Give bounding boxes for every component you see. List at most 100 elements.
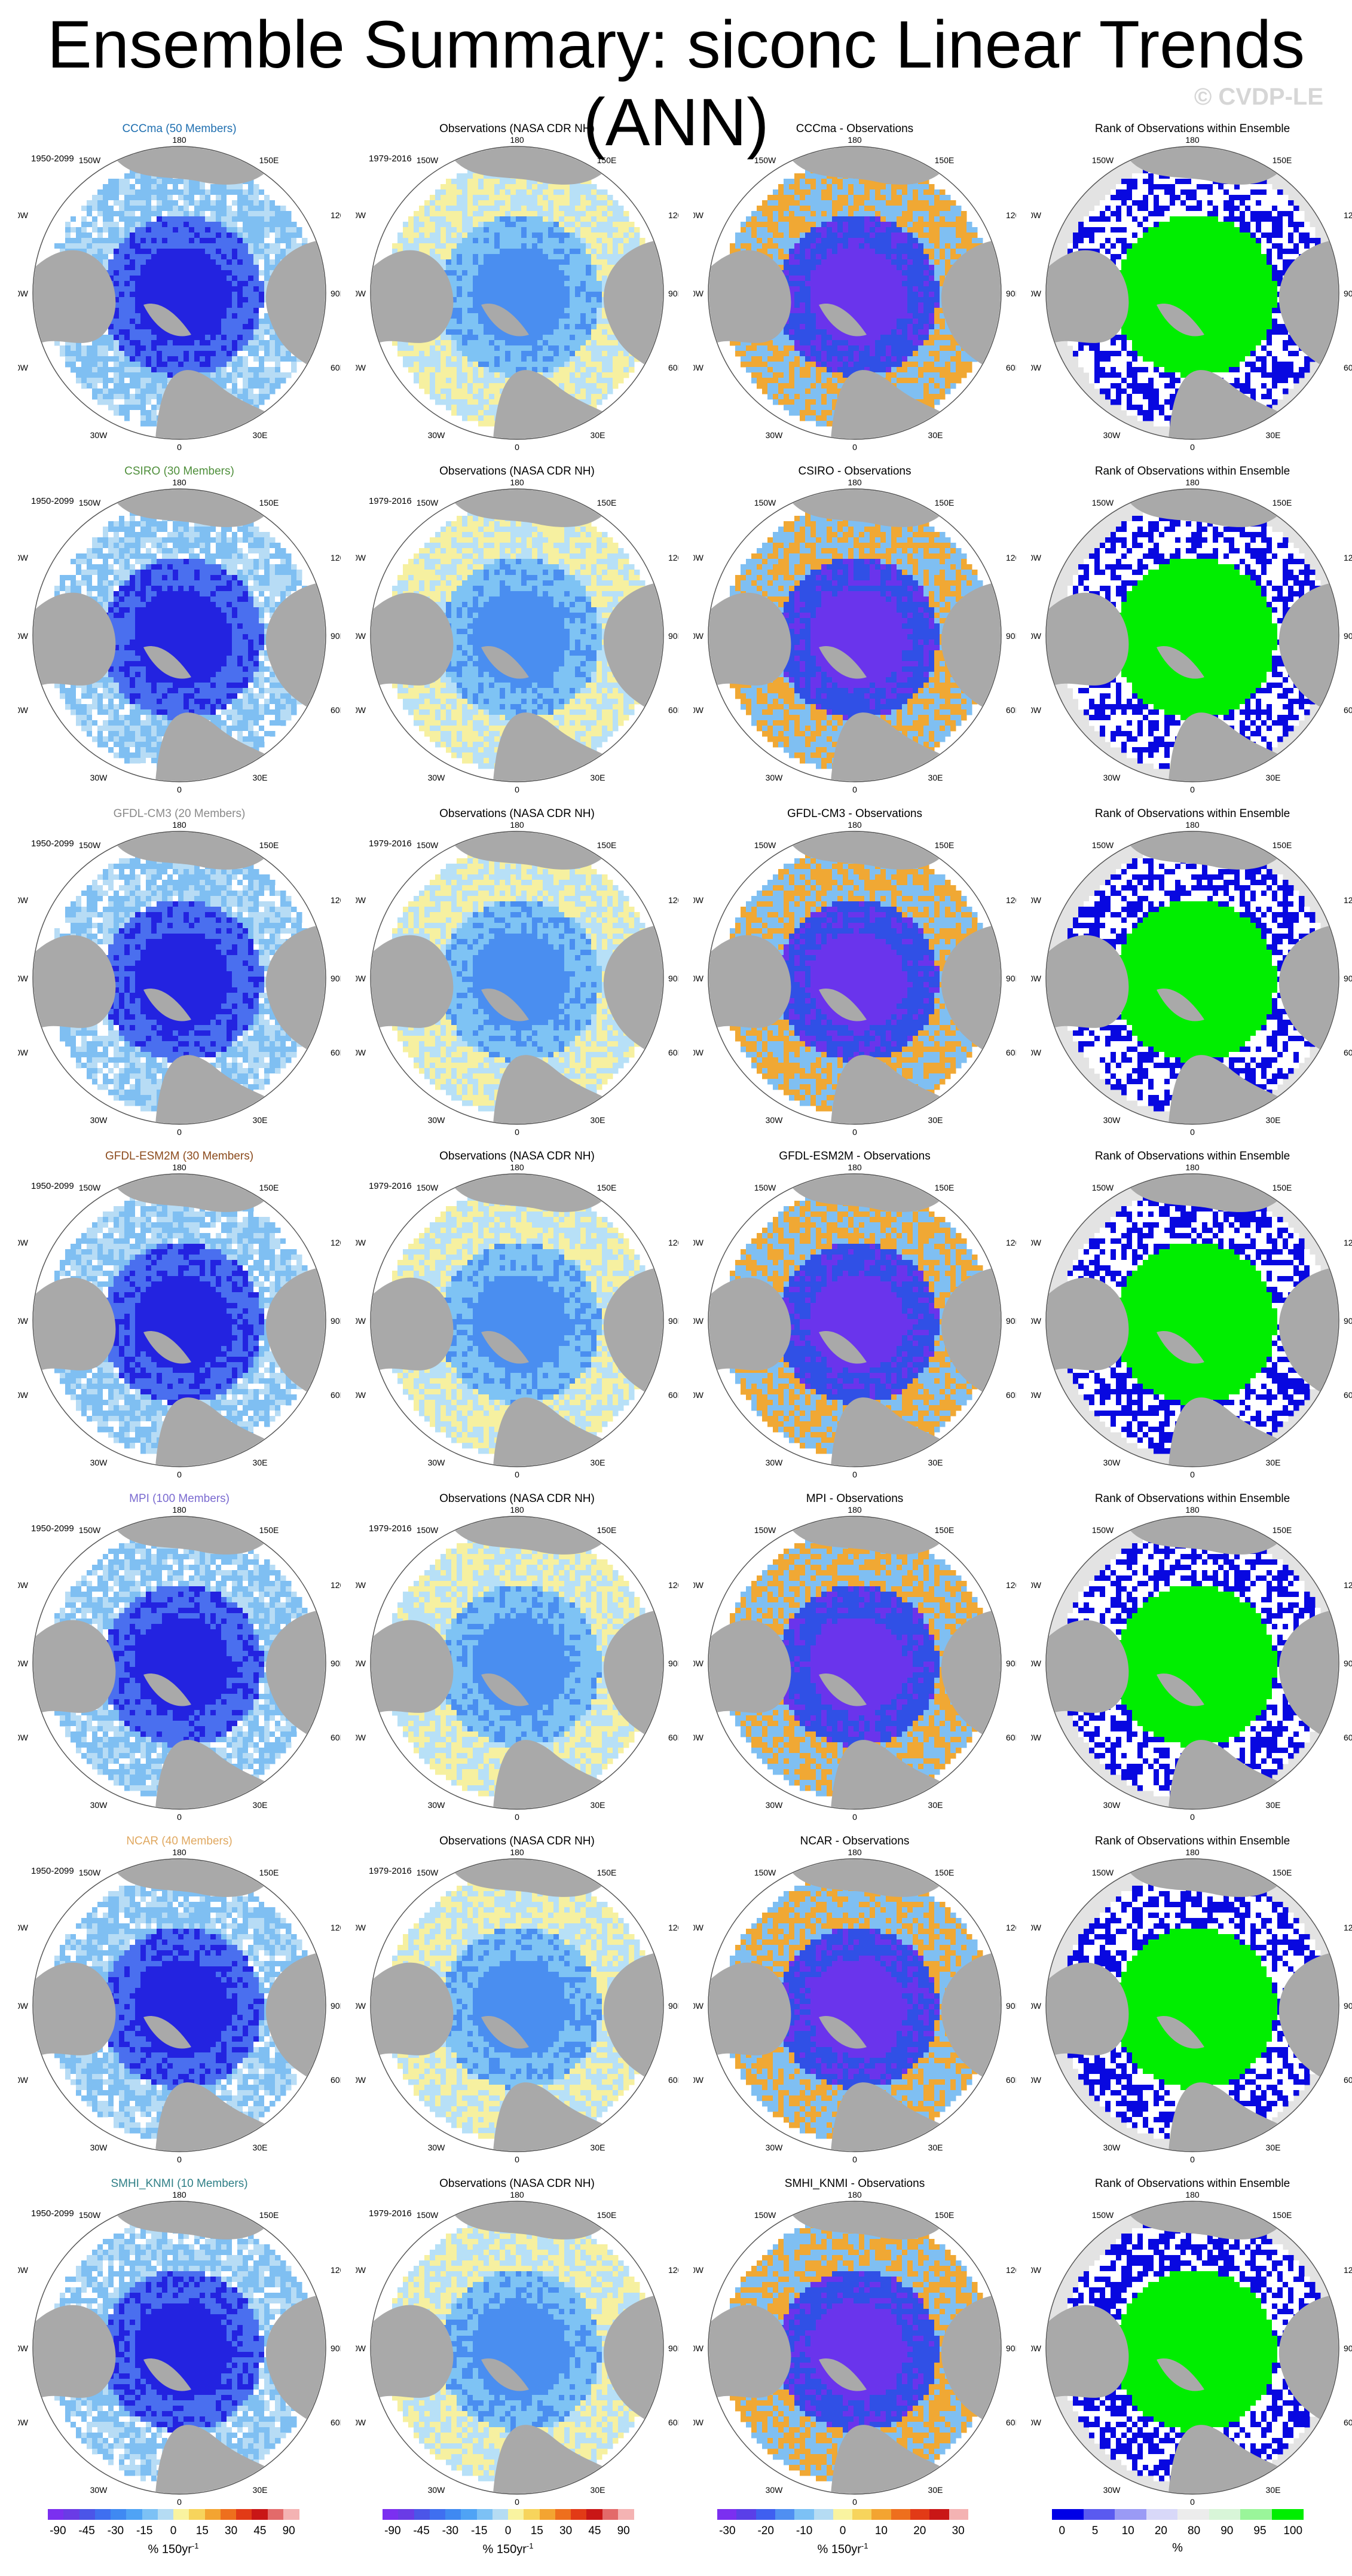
panel-title: NCAR (40 Members) xyxy=(18,1835,341,1848)
page-title: Ensemble Summary: siconc Linear Trends (… xyxy=(0,6,1352,161)
polar-map: 1800150W150E120W120E90W90E60W60E30W30E xyxy=(356,2190,678,2507)
polar-map: 1800150W150E120W120E90W90E60W60E30W30E xyxy=(1031,820,1352,1137)
svg-text:120W: 120W xyxy=(18,210,29,220)
colorbar-swatch xyxy=(1146,2509,1178,2520)
map-panel-rank: Rank of Observations within Ensemble 180 0… xyxy=(1031,1150,1352,1485)
panel-title: CCCma (50 Members) xyxy=(18,123,341,136)
polar-map: 1800150W150E120W120E90W90E60W60E30W30E xyxy=(18,1505,341,1822)
panel-title: CCCma - Observations xyxy=(693,123,1016,136)
colorbar-swatch xyxy=(929,2509,950,2520)
colorbar-swatch xyxy=(461,2509,477,2520)
colorbar-swatch xyxy=(383,2509,399,2520)
svg-text:120W: 120W xyxy=(356,210,366,220)
period-label: 1950-2099 xyxy=(31,496,74,506)
colorbar-tick-label: 95 xyxy=(1253,2525,1266,2538)
svg-text:150E: 150E xyxy=(259,155,279,165)
colorbar-swatch xyxy=(949,2509,969,2520)
map-panel-difference: MPI - Observations1800150W150E120W120E90… xyxy=(693,1492,1016,1827)
map-panel-difference: CSIRO - Observations1800150W150E120W120E… xyxy=(693,465,1016,800)
polar-map: 1800150W150E120W120E90W90E60W60E30W30E xyxy=(693,135,1016,452)
colorbar-tick-label: 100 xyxy=(1283,2525,1302,2538)
map-panel-difference: GFDL-CM3 - Observations1800150W150E120W1… xyxy=(693,807,1016,1142)
map-panel-model: GFDL-CM3 (20 Members) 1950-2099 180 0 150W 15… xyxy=(18,807,341,1142)
svg-text:120E: 120E xyxy=(668,210,678,220)
map-panel-difference: SMHI_KNMI - Observations1800150W150E120W… xyxy=(693,2177,1016,2512)
map-panel-observations: Observations (NASA CDR NH) 1979-2016 180 0 1… xyxy=(356,465,678,800)
period-label: 1979-2016 xyxy=(369,839,412,849)
colorbar-swatch xyxy=(79,2509,96,2520)
panel-title: Observations (NASA CDR NH) xyxy=(356,807,678,821)
map-panel-observations: Observations (NASA CDR NH) 1979-2016 180 0 1… xyxy=(356,1492,678,1827)
colorbar-tick-label: 15 xyxy=(531,2525,543,2538)
panel-title: Rank of Observations within Ensemble xyxy=(1031,2177,1352,2190)
colorbar-swatch xyxy=(1083,2509,1115,2520)
polar-map: 1800150W150E120W120E90W90E60W60E30W30E xyxy=(1031,2190,1352,2507)
colorbar-difference: -30 -20 -10 0 10 20 30 % 150yr-1 xyxy=(717,2509,969,2563)
panel-title: Observations (NASA CDR NH) xyxy=(356,2177,678,2190)
colorbar-swatch xyxy=(871,2509,892,2520)
map-panel-model: NCAR (40 Members) 1950-20991800150W150E12… xyxy=(18,1835,341,2170)
map-panel-observations: Observations (NASA CDR NH) 1979-2016 180 0 1… xyxy=(356,1150,678,1485)
svg-text:30E: 30E xyxy=(591,430,605,440)
panel-title: GFDL-ESM2M (30 Members) xyxy=(18,1150,341,1163)
colorbar-tick-label: 30 xyxy=(559,2525,572,2538)
colorbar-unit-label: % xyxy=(1172,2541,1183,2555)
map-panel-model: GFDL-ESM2M (30 Members) 1950-2099 180 0 150W… xyxy=(18,1150,341,1485)
colorbar-swatch xyxy=(252,2509,268,2520)
panel-title: Rank of Observations within Ensemble xyxy=(1031,1835,1352,1848)
polar-map: 1800150W150E120W120E90W90E60W60E30W30E xyxy=(356,820,678,1137)
colorbar-tick-label: -45 xyxy=(78,2525,94,2538)
colorbar-swatch xyxy=(1240,2509,1272,2520)
colorbar-swatch xyxy=(524,2509,540,2520)
colorbar-tick-label: -10 xyxy=(796,2525,812,2538)
colorbar-trend-model: -90 -45 -30 -15 0 15 30 45 90 % 150yr-1 xyxy=(48,2509,299,2563)
colorbar-tick-label: -30 xyxy=(442,2525,458,2538)
svg-text:30E: 30E xyxy=(253,430,268,440)
polar-map: 1800150W150E120W120E90W90E60W60E30W30E xyxy=(18,478,341,794)
colorbar-tick-label: -15 xyxy=(136,2525,152,2538)
panel-title: GFDL-CM3 - Observations xyxy=(693,807,1016,821)
panel-title: NCAR - Observations xyxy=(693,1835,1016,1848)
polar-map: 1800150W150E120W120E90W90E60W60E30W30E xyxy=(693,2190,1016,2507)
colorbar-swatch xyxy=(1052,2509,1084,2520)
colorbar-swatch xyxy=(717,2509,737,2520)
map-panel-model: CCCma (50 Members)1950-20991800150W150E1… xyxy=(18,123,341,457)
colorbar-tick-label: 30 xyxy=(225,2525,237,2538)
colorbar-swatch xyxy=(189,2509,205,2520)
polar-map: 1800150W150E120W120E90W90E60W60E30W30E xyxy=(356,1847,678,2164)
map-panel-rank: Rank of Observations within Ensemble 180 0… xyxy=(1031,123,1352,457)
colorbar-swatch xyxy=(111,2509,127,2520)
polar-map: 1800150W150E120W120E90W90E60W60E30W30E xyxy=(693,1162,1016,1479)
colorbar-tick-label: 90 xyxy=(283,2525,295,2538)
colorbar-tick-label: -20 xyxy=(757,2525,773,2538)
map-panel-rank: Rank of Observations within Ensemble 180 0… xyxy=(1031,2177,1352,2512)
colorbar-unit-label: % 150yr-1 xyxy=(818,2541,868,2557)
colorbar-tick-label: 45 xyxy=(588,2525,601,2538)
colorbar-swatch xyxy=(220,2509,237,2520)
colorbar-swatch xyxy=(755,2509,776,2520)
map-panel-model: SMHI_KNMI (10 Members) 1950-2099 180 0 150W 1… xyxy=(18,2177,341,2512)
svg-text:180: 180 xyxy=(172,135,186,145)
colorbar-swatch xyxy=(571,2509,587,2520)
colorbar-swatch xyxy=(1115,2509,1146,2520)
panel-title: Observations (NASA CDR NH) xyxy=(356,465,678,478)
panel-title: Rank of Observations within Ensemble xyxy=(1031,1150,1352,1163)
colorbar-swatch xyxy=(414,2509,430,2520)
map-panel-rank: Rank of Observations within Ensemble 180 0… xyxy=(1031,1492,1352,1827)
panel-title: GFDL-CM3 (20 Members) xyxy=(18,807,341,821)
period-label: 1979-2016 xyxy=(369,2208,412,2219)
panel-title: CSIRO (30 Members) xyxy=(18,465,341,478)
colorbar-swatch xyxy=(398,2509,414,2520)
colorbar-swatch xyxy=(794,2509,815,2520)
colorbar-swatch xyxy=(1271,2509,1304,2520)
svg-text:60E: 60E xyxy=(668,363,678,372)
svg-text:30W: 30W xyxy=(428,430,446,440)
colorbar-tick-label: 0 xyxy=(170,2525,177,2538)
colorbar-swatch xyxy=(236,2509,252,2520)
polar-map: 1800150W150E120W120E90W90E60W60E30W30E xyxy=(18,1847,341,2164)
polar-map: 1800150W150E120W120E90W90E60W60E30W30E xyxy=(356,135,678,452)
colorbar-swatch xyxy=(539,2509,556,2520)
colorbar-swatch xyxy=(736,2509,757,2520)
polar-map: 1800150W150E120W120E90W90E60W60E30W30E xyxy=(356,1505,678,1822)
svg-text:60W: 60W xyxy=(18,363,29,372)
